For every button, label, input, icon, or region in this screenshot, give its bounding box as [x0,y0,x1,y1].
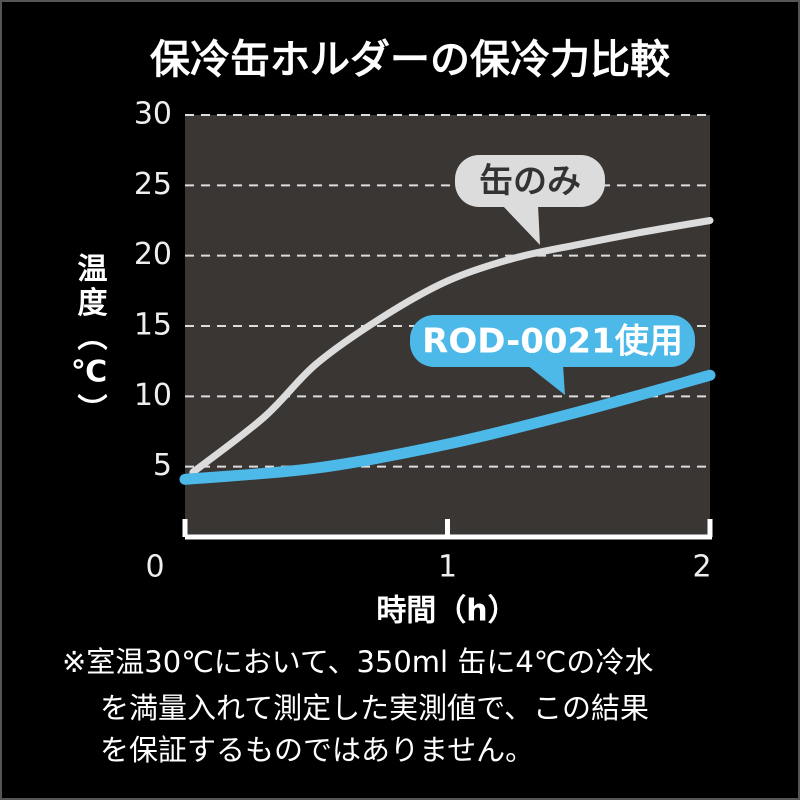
legend-label: 缶のみ [479,162,581,202]
note-line: ※室温30℃において、350ml 缶に4℃の冷水 [62,645,653,679]
x-axis-label: 時間（h） [376,594,517,629]
note-line: を保証するものではありません。 [100,733,534,767]
x-tick-label: 1 [438,550,457,585]
y-tick-label: 20 [134,237,172,272]
x-tick-label: 2 [692,550,711,585]
y-tick-label: 25 [134,167,172,202]
callout-tail [527,365,565,395]
note-line: を満量入れて測定した実測値で、この結果 [100,691,649,725]
series-line [179,369,716,485]
y-tick-label: 5 [153,448,172,483]
y-tick-label: 30 [134,97,172,132]
y-tick-label: 10 [134,378,172,413]
callout-tail [502,205,540,245]
series-line [189,217,714,476]
series-callout: 缶のみ [455,155,605,245]
chart-title: 保冷缶ホルダーの保冷力比較 [150,37,671,83]
callout-box [455,155,605,207]
series-callout: ROD-0021使用 [410,315,695,395]
legend-label: ROD-0021使用 [422,322,683,362]
callout-box [410,315,695,367]
y-tick-label: 15 [134,308,172,343]
x-tick-label: 0 [145,550,164,585]
y-axis-label: 温度（℃） [72,253,108,428]
